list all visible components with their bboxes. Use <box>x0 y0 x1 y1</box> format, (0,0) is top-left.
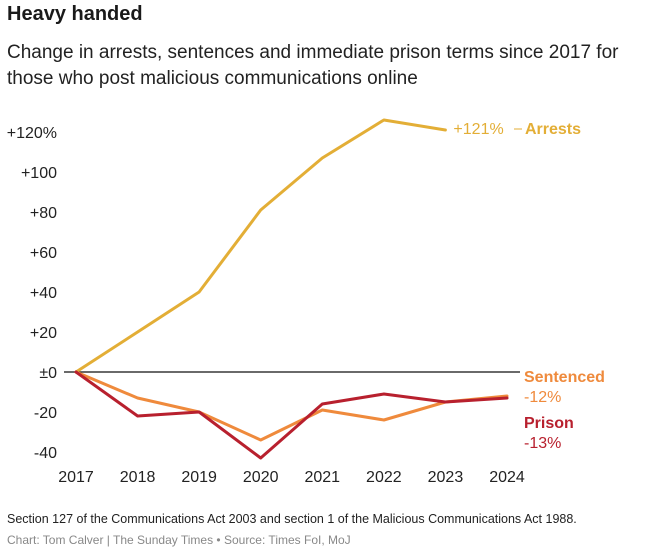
y-tick-label: +120% <box>7 125 57 142</box>
y-tick-label: +60 <box>30 245 57 262</box>
y-tick-label: ±0 <box>39 365 57 382</box>
x-tick-label: 2019 <box>181 469 217 486</box>
x-tick-label: 2020 <box>243 469 279 486</box>
y-tick-label: +20 <box>30 325 57 342</box>
series-end-label-prison: -13% <box>524 435 561 452</box>
series-line-arrests <box>74 118 447 374</box>
source-credit: Chart: Tom Calver | The Sunday Times • S… <box>7 533 351 547</box>
x-tick-label: 2022 <box>366 469 402 486</box>
y-tick-label: -20 <box>34 405 57 422</box>
series-name-arrests: Arrests <box>525 121 581 138</box>
series-line-prison <box>74 370 509 460</box>
series-name-sentenced: Sentenced <box>524 369 605 386</box>
x-tick-label: 2021 <box>304 469 340 486</box>
series-name-prison: Prison <box>524 415 574 432</box>
x-tick-label: 2024 <box>489 469 525 486</box>
x-tick-label: 2023 <box>428 469 464 486</box>
x-tick-label: 2017 <box>58 469 94 486</box>
line-chart: -40 -20 ±0 +20 +40 +60 +80 +100 +120% 2017 2018 201… <box>7 118 605 486</box>
y-tick-label: +100 <box>21 165 57 182</box>
chart-title: Heavy handed <box>7 3 143 25</box>
series-end-label-sentenced: -12% <box>524 389 561 406</box>
series-end-label-arrests: +121% <box>453 121 503 138</box>
y-tick-label: +40 <box>30 285 57 302</box>
x-tick-label: 2018 <box>120 469 156 486</box>
y-tick-label: +80 <box>30 205 57 222</box>
footnote: Section 127 of the Communications Act 20… <box>7 512 577 526</box>
y-tick-label: -40 <box>34 445 57 462</box>
series-line-sentenced <box>74 370 509 442</box>
chart-subtitle: Change in arrests, sentences and immedia… <box>7 42 619 89</box>
